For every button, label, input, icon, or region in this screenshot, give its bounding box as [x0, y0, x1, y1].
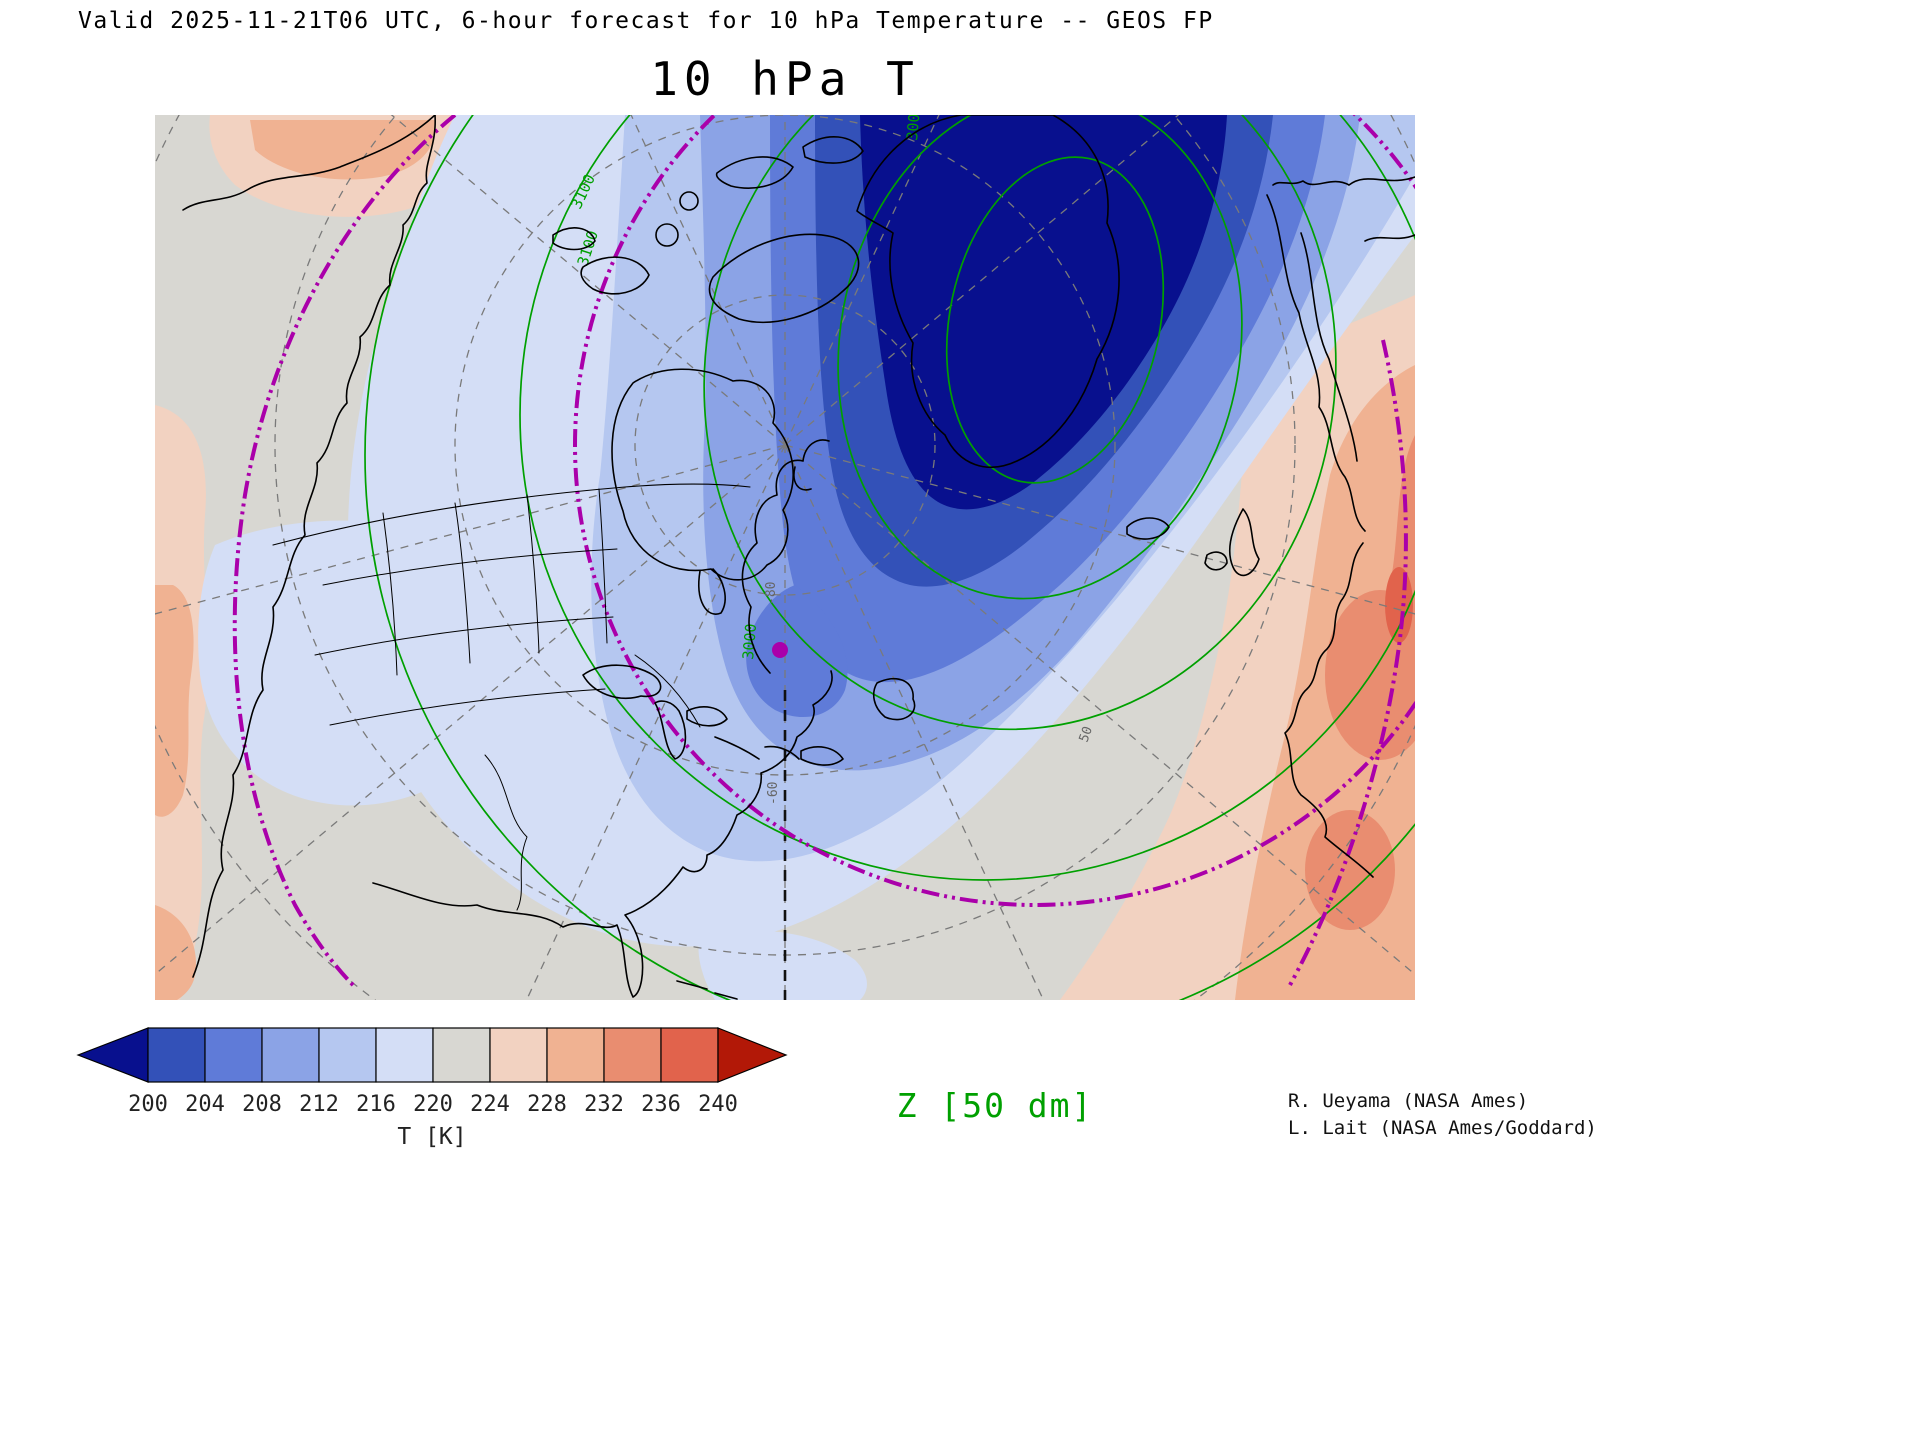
- height-contour-3: [703, 115, 1337, 731]
- colorbar-svg: [76, 1027, 788, 1083]
- cold-level-1-south-tongue: [698, 930, 867, 1000]
- gulf-florida-east-coast: [372, 670, 833, 998]
- quebec-labrador-coast: [741, 439, 830, 674]
- colorbar-cell-232: [603, 1027, 662, 1083]
- height-contour-outer: [364, 115, 1415, 1000]
- height-contour-inner: [945, 156, 1165, 484]
- pv-boundary-circle: [573, 115, 1415, 907]
- nova-scotia: [800, 746, 844, 766]
- colorbar-cell-208: [261, 1027, 320, 1083]
- cold-level-4-tail: [746, 585, 848, 718]
- pv-boundary-west-arc: [232, 115, 457, 989]
- lat-label-60: -60: [766, 782, 781, 805]
- hudson-bay: [611, 368, 794, 581]
- colorbar-right-arrow: [717, 1027, 788, 1083]
- temperature-colorbar: [75, 1026, 789, 1088]
- salmon-region-left-strip: [155, 585, 194, 817]
- graticule-labels: -80 -60 50: [764, 582, 1096, 805]
- warm-core-2: [1305, 810, 1395, 930]
- latitude-circle-2: [454, 115, 1116, 776]
- coastlines: [182, 115, 1415, 1000]
- credit-line-2: L. Lait (NASA Ames/Goddard): [1288, 1117, 1597, 1139]
- devon-island: [802, 136, 864, 164]
- tick-label: 224: [470, 1092, 510, 1117]
- tick-label: 216: [356, 1092, 396, 1117]
- state-boundaries: [314, 488, 701, 911]
- arctic-islet-1: [655, 223, 679, 247]
- great-lakes: [582, 664, 800, 760]
- colorbar-cell-224: [489, 1027, 548, 1083]
- greenland: [856, 115, 1120, 469]
- alaska-south-coast: [182, 115, 436, 211]
- europe-west-coast: [1284, 542, 1374, 878]
- tick-label: 228: [527, 1092, 567, 1117]
- pv-boundary-lines: [232, 115, 1415, 989]
- tick-label: 240: [698, 1092, 738, 1117]
- tick-label: 220: [413, 1092, 453, 1117]
- tick-label: 236: [641, 1092, 681, 1117]
- colorbar-left-arrow: [76, 1027, 149, 1083]
- caribbean-islands: [676, 980, 738, 1000]
- scandinavia-coast: [1266, 194, 1366, 532]
- james-bay: [698, 568, 726, 615]
- colorbar-ticks: 200 204 208 212 216 220 224 228 232 236 …: [75, 1092, 789, 1120]
- tick-label: 208: [242, 1092, 282, 1117]
- salmon-region-top-left: [250, 120, 436, 180]
- temperature-map: 3100 3100 3000 3000 -80 -60 50: [155, 115, 1415, 1000]
- colorbar-axis-label: T [K]: [397, 1124, 467, 1150]
- colorbar-cell-228: [546, 1027, 605, 1083]
- colorbar-cells: [76, 1027, 788, 1083]
- tick-label: 204: [185, 1092, 225, 1117]
- ireland: [1204, 551, 1228, 571]
- colorbar-cell-200: [147, 1027, 206, 1083]
- cold-level-1-west: [198, 520, 513, 806]
- north-america-west-coast: [192, 115, 436, 978]
- victoria-island: [580, 256, 650, 295]
- great-britain: [1228, 508, 1260, 577]
- forecast-valid-line: Valid 2025-11-21T06 UTC, 6-hour forecast…: [78, 8, 1214, 34]
- siberia-coast: [1272, 176, 1415, 242]
- colorbar-cell-236: [660, 1027, 719, 1083]
- colorbar-cell-212: [318, 1027, 377, 1083]
- baffin-island: [708, 233, 860, 323]
- height-contours: [364, 115, 1415, 1000]
- colorbar-cell-216: [375, 1027, 434, 1083]
- ellesmere-island: [715, 156, 794, 189]
- salmon-region-bottom-left: [155, 905, 196, 1000]
- colorbar-cell-220: [432, 1027, 491, 1083]
- tick-label: 200: [128, 1092, 168, 1117]
- arctic-islet-2: [679, 191, 699, 211]
- station-dot: [772, 642, 788, 658]
- credits: R. Ueyama (NASA Ames) L. Lait (NASA Ames…: [1288, 1088, 1597, 1142]
- contour-label-3000-a: 3000: [903, 115, 924, 141]
- z-contour-legend: Z [50 dm]: [896, 1086, 1094, 1125]
- newfoundland: [872, 677, 916, 721]
- credit-line-1: R. Ueyama (NASA Ames): [1288, 1090, 1529, 1112]
- banks-island: [552, 227, 596, 251]
- tick-label: 212: [299, 1092, 339, 1117]
- pv-boundary-east-arc: [1288, 339, 1408, 986]
- vortex-core: [860, 115, 1227, 510]
- height-contour-4: [519, 115, 1415, 881]
- meridian-lines-down: [155, 444, 1415, 1000]
- page-title: 10 hPa T: [650, 52, 920, 106]
- tick-label: 232: [584, 1092, 624, 1117]
- us-canada-border: [272, 483, 751, 546]
- map-canvas: 3100 3100 3000 3000 -80 -60 50: [155, 115, 1415, 1000]
- iceland: [1126, 517, 1170, 540]
- height-contour-2: [837, 115, 1243, 600]
- colorbar-cell-204: [204, 1027, 263, 1083]
- lat-label-80: -80: [764, 582, 779, 605]
- lat-label-50: 50: [1077, 725, 1096, 745]
